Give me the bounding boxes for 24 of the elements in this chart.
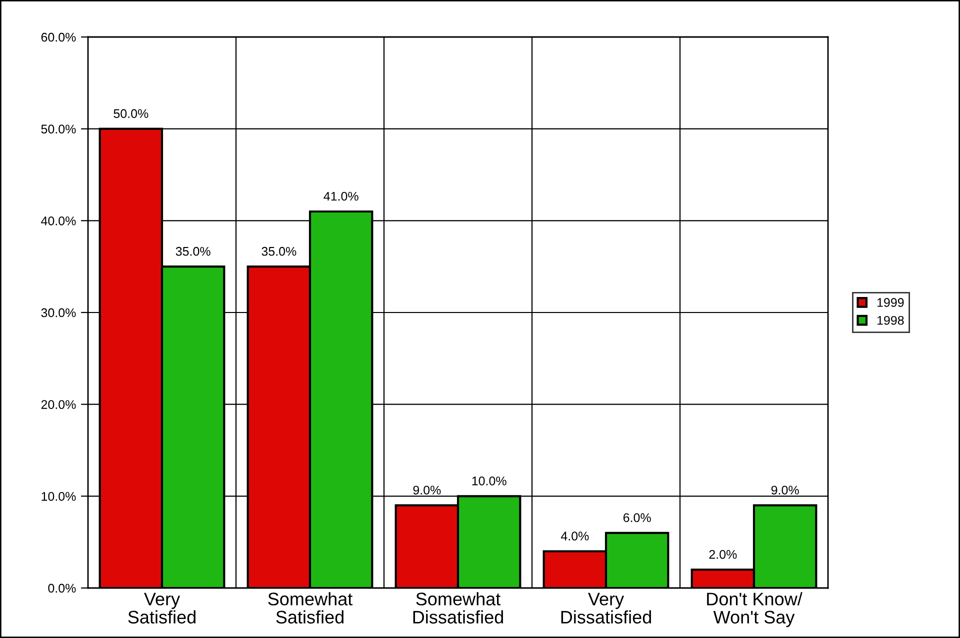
data-label: 2.0% bbox=[709, 550, 737, 559]
x-tick-label: Somewhat Satisfied bbox=[268, 592, 353, 624]
data-label: 41.0% bbox=[324, 192, 358, 201]
y-tick-label: 50.0% bbox=[41, 124, 76, 134]
x-tick-label: Somewhat Dissatisfied bbox=[413, 592, 503, 624]
y-tick-label: 40.0% bbox=[41, 216, 76, 226]
data-label: 35.0% bbox=[176, 246, 210, 256]
y-tick-label: 10.0% bbox=[42, 492, 76, 501]
data-label: 9.0% bbox=[413, 486, 441, 495]
data-label: 4.0% bbox=[560, 532, 589, 540]
data-label: 50.0% bbox=[114, 109, 148, 118]
x-tick-label: Very Satisfied bbox=[128, 592, 196, 624]
data-label: 9.0% bbox=[771, 486, 799, 495]
data-label: 6.0% bbox=[623, 513, 651, 522]
data-label: 35.0% bbox=[262, 246, 296, 256]
legend-label: 1998 bbox=[877, 316, 904, 325]
y-tick-label: 20.0% bbox=[41, 400, 76, 409]
legend-label: 1999 bbox=[877, 298, 904, 307]
data-label: 10.0% bbox=[472, 476, 506, 486]
y-tick-label: 60.0% bbox=[41, 32, 76, 42]
x-tick-label: Very Dissatisfied bbox=[561, 592, 651, 624]
y-tick-label: 0.0% bbox=[48, 584, 76, 593]
y-tick-label: 30.0% bbox=[41, 308, 76, 318]
x-tick-label: Don't Know/ Won't Say bbox=[707, 592, 802, 628]
